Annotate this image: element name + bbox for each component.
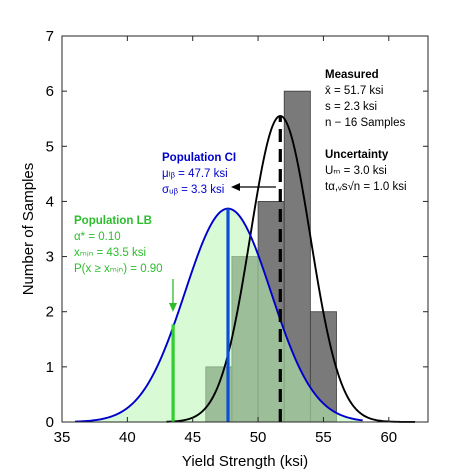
population-ci-title: Population CI — [162, 152, 236, 164]
x-axis-label: Yield Strength (ksi) — [182, 453, 308, 470]
y-tick-label-7: 7 — [46, 28, 54, 45]
measured-annotation: Measured x̄ = 51.7 ksi s = 2.3 ksi n − 1… — [325, 69, 405, 129]
x-tick-label-1: 40 — [119, 429, 136, 446]
population-ci-sigma: σᵤᵦ = 3.3 ksi — [162, 184, 224, 196]
population-ci-fill — [75, 208, 363, 422]
plot-area — [75, 90, 415, 423]
measured-curve — [166, 114, 415, 423]
y-tick-label-0: 0 — [46, 414, 54, 431]
population-ci-curve — [75, 207, 363, 423]
uncertainty-annotation: Uncertainty Uₘ = 3.0 ksi tα,ᵥs√n = 1.0 k… — [325, 149, 407, 193]
ci-arrow — [231, 183, 276, 191]
measured-std: s = 2.3 ksi — [325, 101, 377, 113]
x-tick-label-4: 55 — [315, 429, 332, 446]
x-tick-label-5: 60 — [380, 429, 397, 446]
uncertainty-t: tα,ᵥs√n = 1.0 ksi — [325, 180, 407, 193]
x-tick-label-0: 35 — [54, 429, 71, 446]
uncertainty-title: Uncertainty — [325, 149, 389, 161]
y-tick-label-2: 2 — [46, 304, 54, 321]
uncertainty-um: Uₘ = 3.0 ksi — [325, 165, 387, 177]
x-tick-label-2: 45 — [184, 429, 201, 446]
axes-box — [61, 35, 429, 423]
population-lb-prob: P(x ≥ xₘᵢₙ) = 0.90 — [74, 263, 163, 275]
lb-arrow — [169, 279, 177, 312]
measured-n: n − 16 Samples — [325, 117, 405, 129]
population-lb-annotation: Population LB α* = 0.10 xₘᵢₙ = 43.5 ksi … — [74, 215, 163, 275]
population-lb-xmin: xₘᵢₙ = 43.5 ksi — [74, 247, 146, 259]
y-axis-label: Number of Samples — [20, 163, 37, 296]
y-tick-label-1: 1 — [46, 359, 54, 376]
y-tick-label-6: 6 — [46, 83, 54, 100]
population-lb-title: Population LB — [74, 215, 152, 227]
measured-title: Measured — [325, 69, 379, 81]
population-ci-mu: μₗᵦ = 47.7 ksi — [162, 168, 228, 180]
y-tick-label-5: 5 — [46, 138, 54, 155]
population-ci-annotation: Population CI μₗᵦ = 47.7 ksi σᵤᵦ = 3.3 k… — [162, 152, 236, 196]
population-lb-alpha: α* = 0.10 — [74, 231, 121, 243]
x-tick-label-3: 50 — [250, 429, 267, 446]
y-tick-label-3: 3 — [46, 249, 54, 266]
y-tick-label-4: 4 — [46, 193, 54, 210]
measured-mean: x̄ = 51.7 ksi — [325, 85, 384, 97]
